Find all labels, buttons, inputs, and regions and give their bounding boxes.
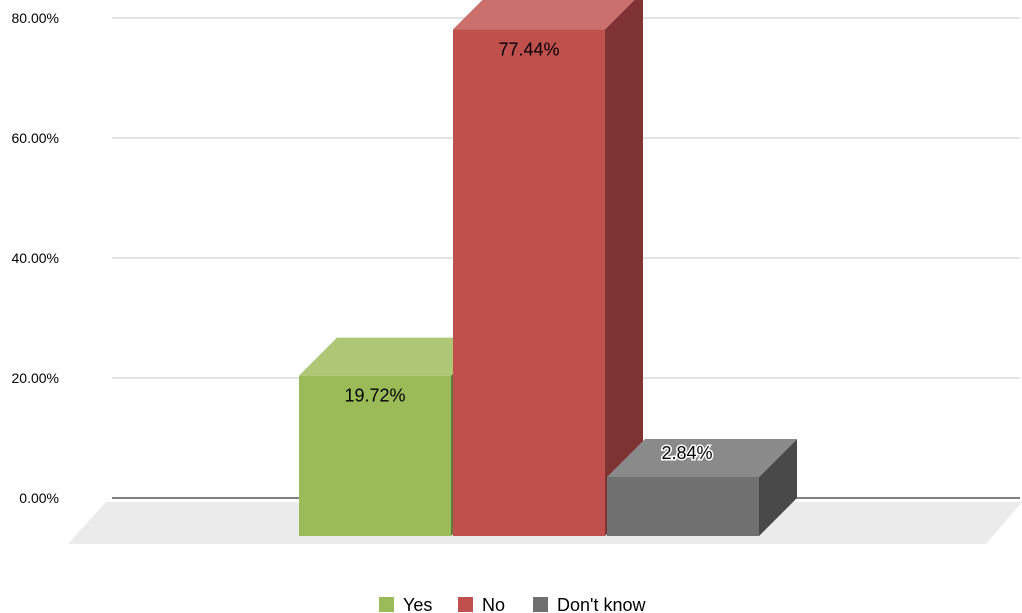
bar-front	[299, 375, 451, 536]
legend-item-don-t-know: Don't know	[533, 595, 646, 613]
y-tick-label: 0.00%	[19, 490, 59, 506]
legend-label: Yes	[403, 595, 432, 613]
y-tick-label: 60.00%	[12, 130, 59, 146]
data-labels: 19.72% 77.44% 2.84%	[344, 39, 714, 464]
bar-don-t-know	[607, 438, 797, 536]
y-tick-label: 40.00%	[12, 250, 59, 266]
bar-front	[607, 476, 759, 536]
bar-top	[453, 0, 635, 30]
y-tick-label: 80.00%	[12, 10, 59, 26]
legend-label: No	[482, 595, 505, 613]
legend-swatch	[379, 597, 394, 612]
bar-no	[453, 0, 643, 537]
legend-item-no: No	[458, 595, 505, 613]
y-tick-label: 20.00%	[12, 370, 59, 386]
legend-label: Don't know	[557, 595, 646, 613]
bars	[299, 0, 797, 537]
bar-side	[605, 0, 643, 536]
bar-top	[299, 337, 489, 376]
legend-swatch	[533, 597, 548, 612]
bar-side	[759, 438, 797, 536]
data-label-no: 77.44%	[498, 39, 559, 59]
bar-yes	[299, 337, 489, 536]
legend-swatch	[458, 597, 473, 612]
bar-front	[453, 29, 605, 537]
bar-top	[607, 438, 797, 477]
legend-item-yes: Yes	[379, 595, 432, 613]
data-label-don-t-know: 2.84%	[661, 443, 712, 463]
y-axis-tick-labels: 0.00% 20.00% 40.00% 60.00% 80.00%	[12, 10, 59, 506]
data-label-yes: 19.72%	[344, 386, 405, 406]
legend: Yes No Don't know	[379, 595, 646, 613]
